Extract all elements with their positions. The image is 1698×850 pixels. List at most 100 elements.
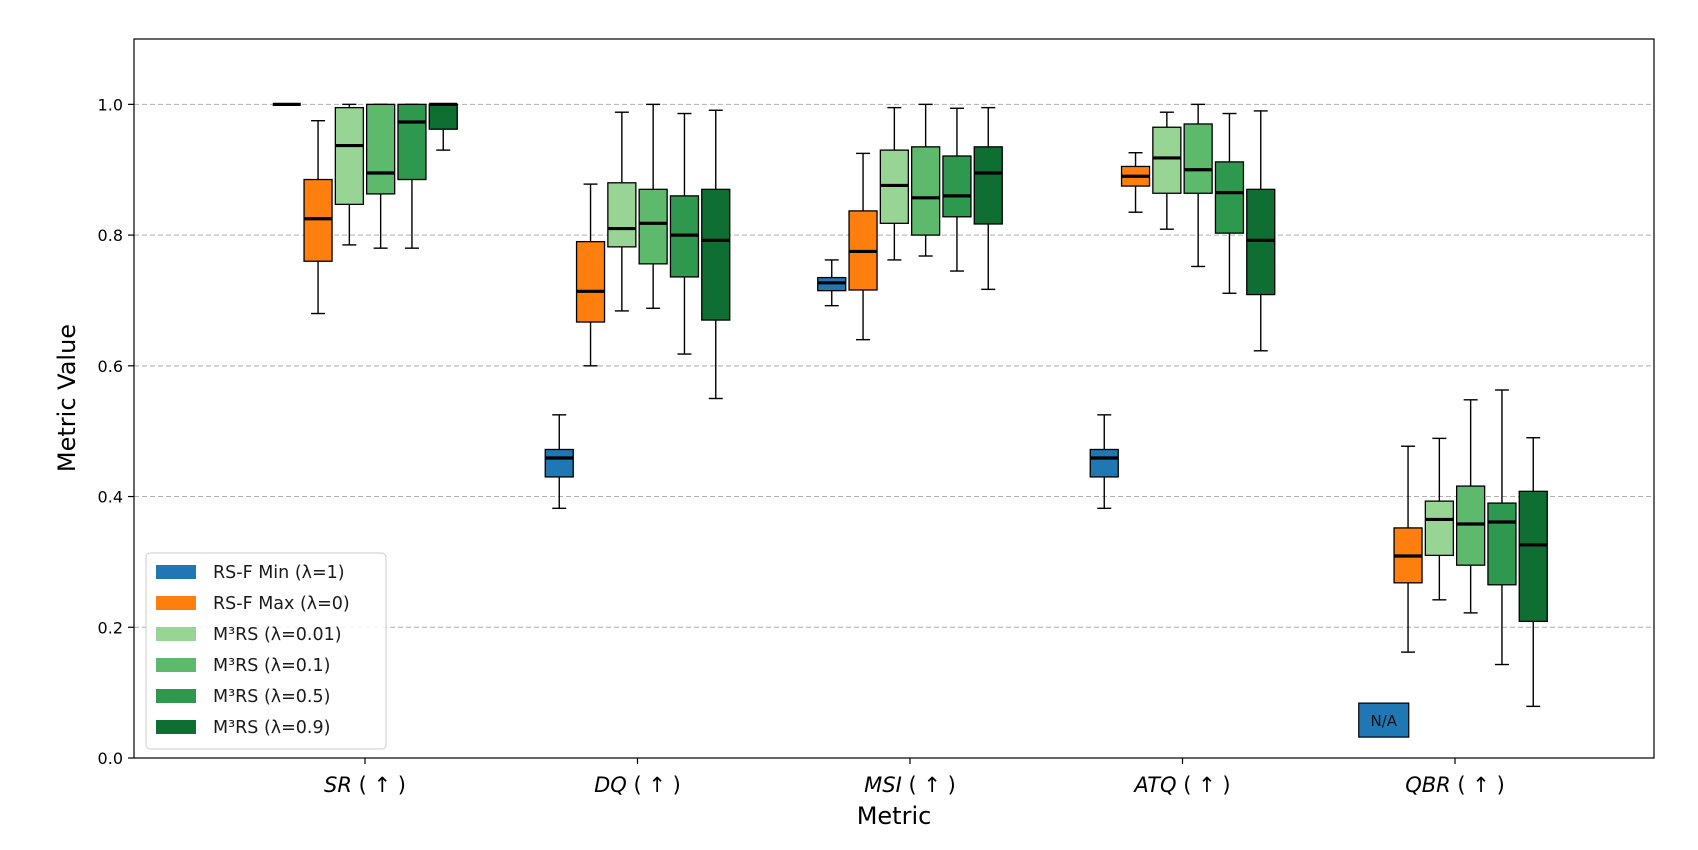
box-atq-series-5 [1246, 110, 1276, 352]
x-axis: SR ( ↑ ) DQ ( ↑ ) MSI ( ↑ ) ATQ ( ↑ ) QBR ( … [324, 758, 1505, 797]
legend-frame [145, 552, 387, 750]
box-body [1152, 126, 1182, 194]
box-body [1183, 123, 1213, 194]
box-dq-series-0 [544, 414, 574, 510]
box-msi-series-0 [817, 259, 847, 307]
annotations: N/A [1358, 702, 1410, 738]
box-sr-series-3 [365, 103, 396, 249]
box-sr-series-1 [303, 120, 333, 315]
box-body [575, 240, 606, 323]
box-body [607, 182, 637, 248]
box-body [942, 155, 972, 218]
box-body [334, 106, 365, 206]
box-body [365, 103, 396, 195]
legend-label: M³RS (λ=0.01) [213, 625, 342, 645]
legend-item: M³RS (λ=0.9) [156, 718, 330, 738]
x-tick-label-abbr: DQ [594, 773, 627, 797]
box-body [1246, 188, 1276, 296]
box-qbr-series-2 [1424, 437, 1454, 601]
box-qbr-series-4 [1487, 389, 1517, 666]
box-msi-series-5 [973, 106, 1003, 291]
legend-label: M³RS (λ=0.9) [213, 718, 330, 738]
x-tick-label-abbr: SR [324, 773, 352, 797]
box-sr-series-2 [334, 103, 365, 246]
box-body [303, 178, 333, 262]
y-tick-label: 0.8 [98, 226, 123, 245]
box-body [1089, 448, 1119, 478]
x-tick-label-abbr: MSI [864, 773, 902, 797]
x-tick-label-msi: MSI ( ↑ ) [864, 773, 956, 797]
x-tick-label-suffix: ( ↑ ) [352, 773, 406, 797]
box-atq-series-3 [1183, 103, 1213, 268]
legend-label: RS-F Max (λ=0) [213, 594, 350, 614]
box-atq-series-4 [1214, 112, 1245, 294]
box-body [428, 103, 458, 130]
legend-item: M³RS (λ=0.01) [156, 625, 342, 645]
plot-frame [133, 38, 1655, 759]
x-tick-label-sr: SR ( ↑ ) [324, 773, 406, 797]
box-body [1456, 485, 1486, 566]
box-body [701, 188, 731, 321]
y-tick-label: 0.4 [98, 488, 123, 507]
legend-label: M³RS (λ=0.1) [213, 656, 330, 676]
box-msi-series-4 [942, 107, 972, 272]
box-body [1487, 502, 1517, 586]
na-label: N/A [1370, 712, 1397, 730]
box-dq-series-4 [669, 112, 700, 355]
x-tick-label-dq: DQ ( ↑ ) [594, 773, 681, 797]
x-tick-label-qbr: QBR ( ↑ ) [1405, 773, 1505, 797]
legend-swatch [156, 658, 196, 672]
box-atq-series-0 [1089, 414, 1119, 510]
y-axis-label: Metric Value [53, 324, 81, 472]
box-msi-series-2 [879, 106, 909, 261]
legend-item: M³RS (λ=0.5) [156, 687, 330, 707]
box-qbr-series-1 [1393, 445, 1423, 653]
box-body [911, 146, 941, 236]
legend: RS-F Min (λ=1) RS-F Max (λ=0) M³RS (λ=0.01… [145, 552, 387, 750]
box-body [544, 448, 574, 478]
x-tick-label-suffix: ( ↑ ) [902, 773, 956, 797]
legend-swatch [156, 565, 196, 579]
box-body [397, 103, 427, 181]
y-tick-label: 0.2 [98, 618, 123, 637]
box-atq-series-2 [1152, 111, 1182, 230]
x-tick-label-suffix: ( ↑ ) [1177, 773, 1231, 797]
x-tick-label-abbr: QBR [1405, 773, 1451, 797]
box-body [1214, 161, 1245, 234]
legend-item: RS-F Max (λ=0) [156, 594, 350, 614]
x-tick-label-abbr: ATQ [1132, 773, 1176, 797]
legend-swatch [156, 720, 196, 734]
legend-item: RS-F Min (λ=1) [156, 563, 345, 583]
box-msi-series-3 [911, 103, 941, 257]
y-tick-label: 0.6 [98, 357, 123, 376]
box-body [1518, 490, 1548, 623]
y-axis: 0.0 0.2 0.4 0.6 0.8 1.0 [98, 95, 134, 768]
box-msi-series-1 [848, 152, 878, 341]
x-tick-label-suffix: ( ↑ ) [1451, 773, 1505, 797]
box-body [1424, 500, 1454, 557]
x-tick-label-atq: ATQ ( ↑ ) [1132, 773, 1230, 797]
legend-label: RS-F Min (λ=1) [213, 563, 345, 583]
box-dq-series-2 [607, 111, 637, 312]
legend-label: M³RS (λ=0.5) [213, 687, 330, 707]
y-tick-label: 1.0 [98, 95, 123, 114]
x-tick-label-suffix: ( ↑ ) [627, 773, 681, 797]
box-dq-series-3 [638, 103, 668, 309]
box-dq-series-1 [575, 183, 606, 367]
legend-swatch [156, 627, 196, 641]
box-qbr-series-3 [1456, 399, 1486, 614]
box-sr-series-5 [428, 102, 458, 151]
box-qbr-series-5 [1518, 437, 1548, 708]
box-body [973, 146, 1003, 225]
legend-swatch [156, 689, 196, 703]
y-tick-label: 0.0 [98, 749, 123, 768]
x-axis-label: Metric [857, 802, 932, 830]
box-body [638, 188, 668, 265]
legend-item: M³RS (λ=0.1) [156, 656, 330, 676]
box-atq-series-1 [1120, 152, 1151, 213]
boxes [272, 102, 1548, 708]
na-annotation: N/A [1358, 702, 1410, 738]
box-dq-series-5 [701, 109, 731, 400]
legend-swatch [156, 596, 196, 610]
